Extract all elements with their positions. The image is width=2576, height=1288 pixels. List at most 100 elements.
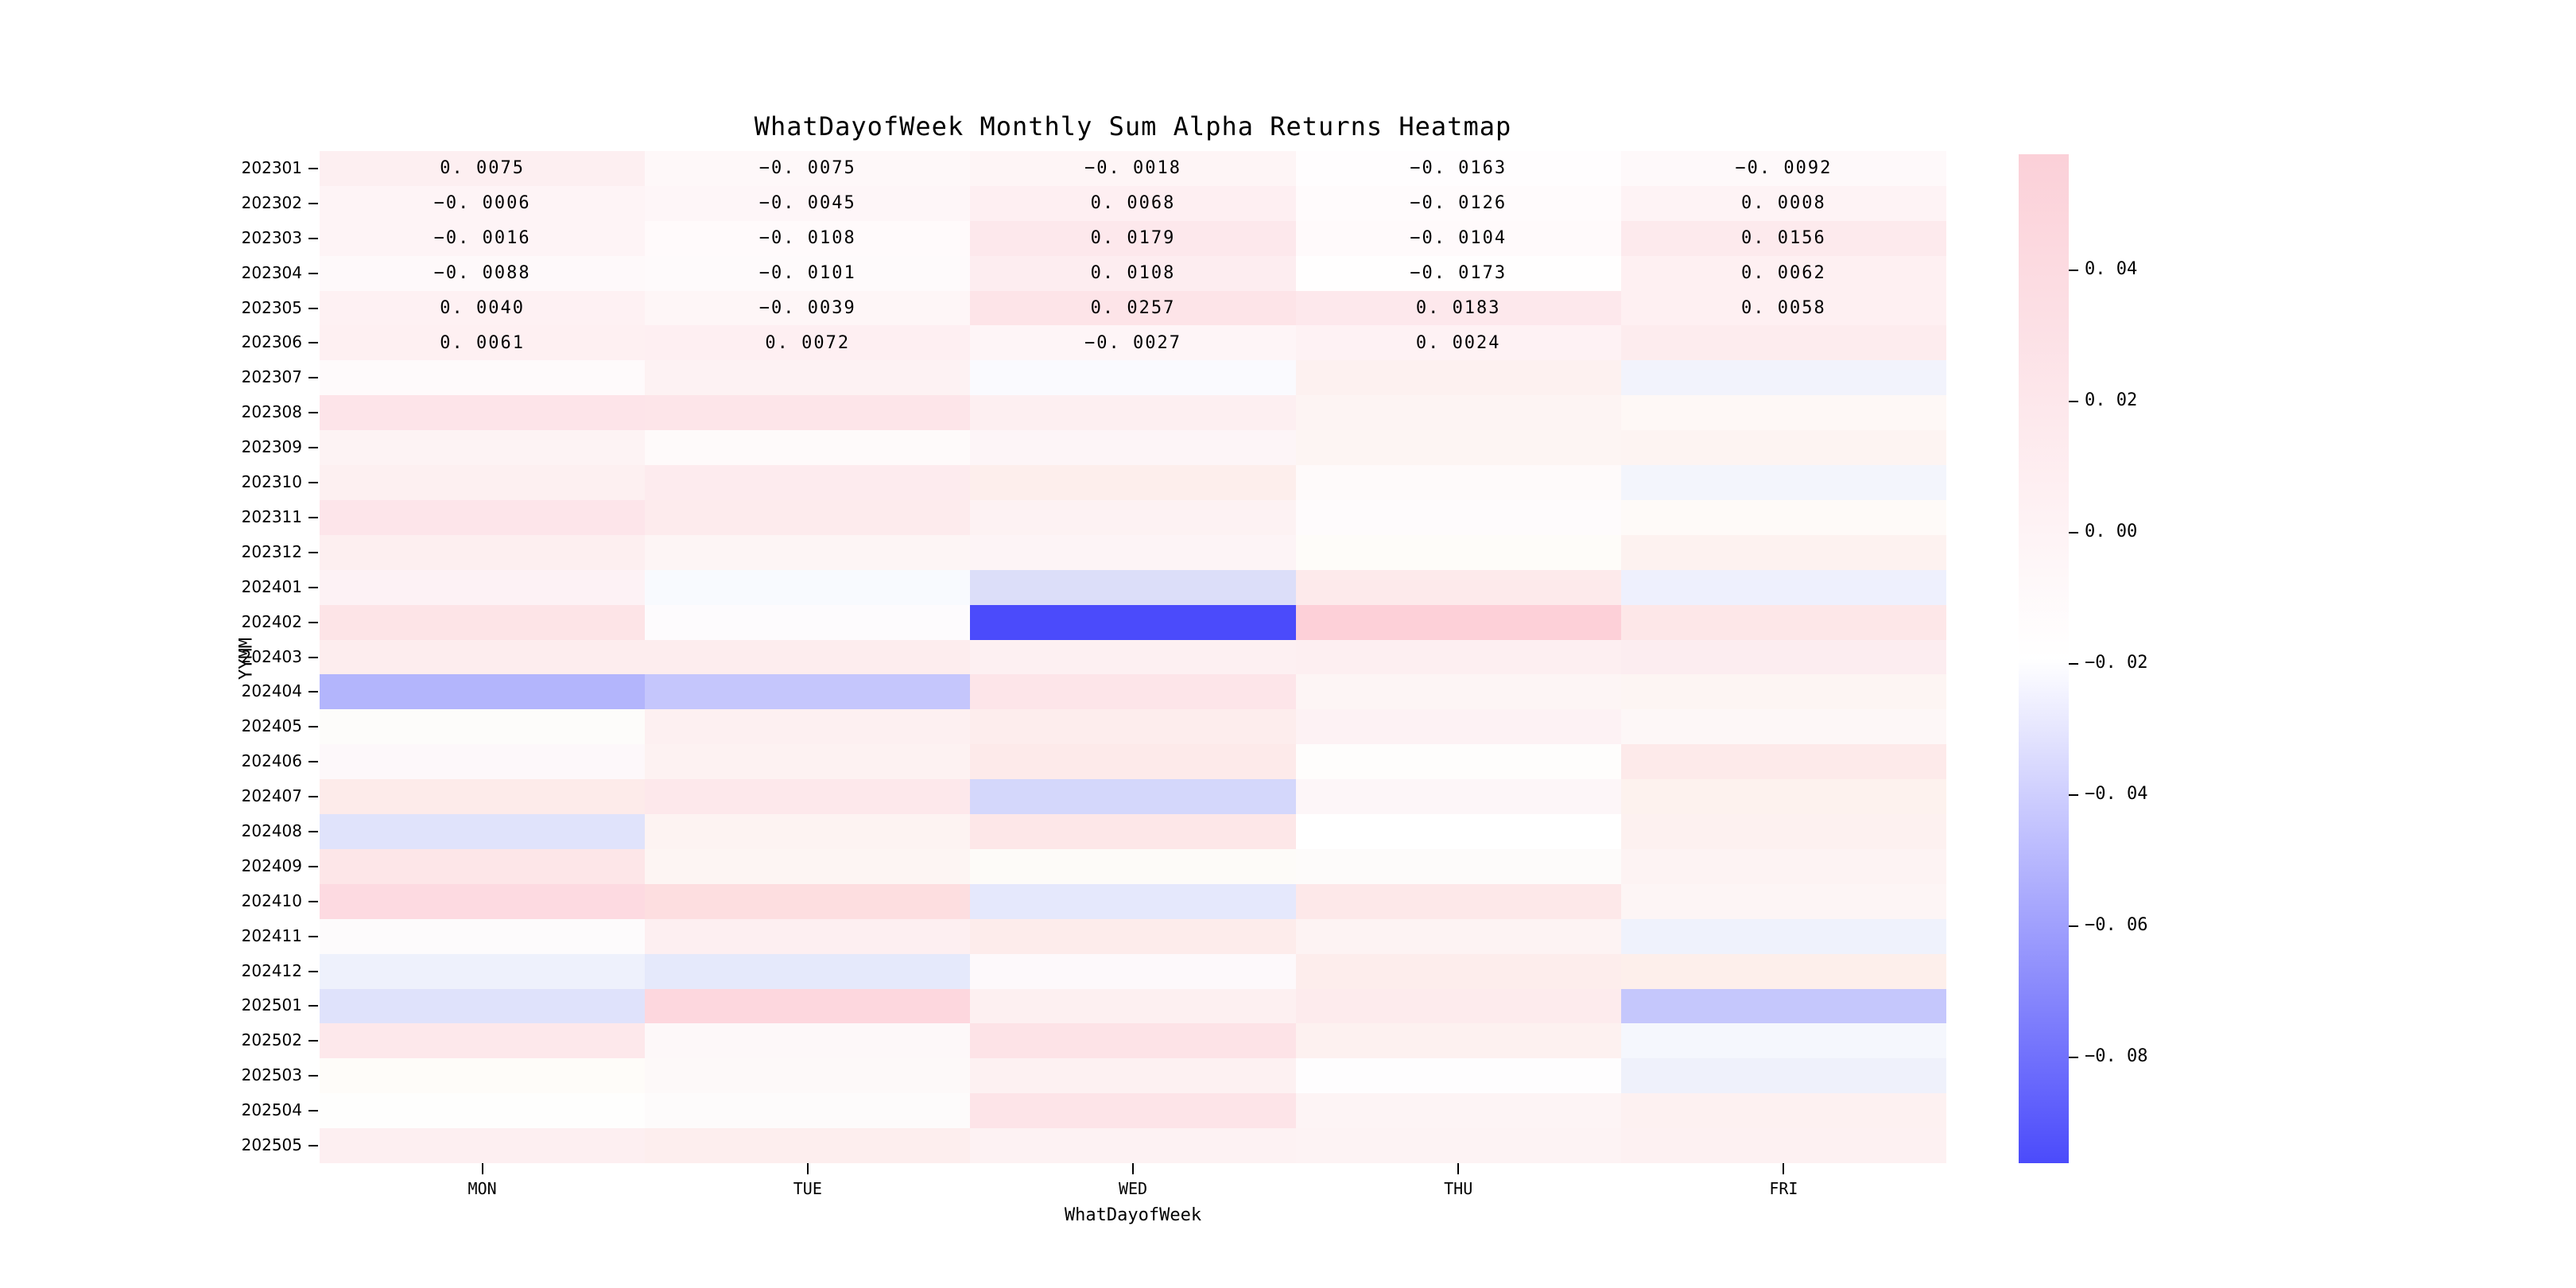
y-tick-label: 202411 xyxy=(241,925,302,945)
y-tick-mark xyxy=(308,621,318,623)
y-tick-mark xyxy=(308,167,318,169)
y-tick-mark xyxy=(308,377,318,379)
heatmap-cell xyxy=(320,1023,646,1059)
y-tick-label: 202306 xyxy=(241,332,302,352)
y-tick-mark xyxy=(308,761,318,763)
y-tick-mark xyxy=(308,412,318,414)
heatmap-cell xyxy=(645,988,971,1024)
heatmap-cell: 0. 0062 xyxy=(1620,255,1946,291)
colorbar-tick-label: −0. 06 xyxy=(2085,914,2148,935)
heatmap-cell xyxy=(1620,569,1946,605)
heatmap-plot: 0. 0075 −0. 0075 −0. 0018 −0. 0163 −0. 0092 −… xyxy=(320,151,1946,1163)
y-tick-mark xyxy=(308,900,318,902)
y-tick-label: 202310 xyxy=(241,472,302,492)
heatmap-cell xyxy=(645,569,971,605)
heatmap-cell xyxy=(1295,848,1621,884)
y-tick-label: 202407 xyxy=(241,786,302,806)
y-tick-mark xyxy=(308,865,318,867)
heatmap-cell: −0. 0018 xyxy=(970,151,1296,186)
heatmap-cell: −0. 0092 xyxy=(1620,151,1946,186)
cell-annotation: 0. 0024 xyxy=(1415,332,1501,353)
heatmap-cell xyxy=(1620,430,1946,466)
heatmap-cell xyxy=(1295,1128,1621,1163)
heatmap-cell xyxy=(320,499,646,535)
heatmap-cell xyxy=(1295,465,1621,500)
y-tick-label: 202501 xyxy=(241,995,302,1015)
x-tick-label: MON xyxy=(467,1179,497,1198)
heatmap-cell xyxy=(645,744,971,780)
cell-annotation: 0. 0062 xyxy=(1741,263,1826,284)
colorbar-tick-label: 0. 00 xyxy=(2085,521,2138,541)
heatmap-cell xyxy=(1620,883,1946,919)
heatmap-cell xyxy=(1295,1023,1621,1059)
cell-annotation: 0. 0040 xyxy=(440,298,525,319)
heatmap-cell xyxy=(320,604,646,640)
heatmap-cell xyxy=(645,499,971,535)
heatmap-cell: −0. 0163 xyxy=(1295,151,1621,186)
colorbar-tick-mark xyxy=(2069,793,2078,796)
heatmap-cell xyxy=(1295,709,1621,745)
heatmap-cell: 0. 0040 xyxy=(320,290,646,326)
y-tick-label: 202502 xyxy=(241,1030,302,1050)
heatmap-cell xyxy=(970,360,1296,396)
y-tick-label: 202405 xyxy=(241,716,302,736)
heatmap-cell xyxy=(1295,569,1621,605)
heatmap-cell xyxy=(645,534,971,570)
cell-annotation: 0. 0058 xyxy=(1741,298,1826,319)
cell-annotation: −0. 0075 xyxy=(758,158,856,179)
heatmap-cell xyxy=(970,883,1296,919)
heatmap-cell xyxy=(645,360,971,396)
heatmap-cell xyxy=(970,1093,1296,1129)
y-tick-mark xyxy=(308,691,318,693)
colorbar-tick-label: −0. 02 xyxy=(2085,652,2148,673)
heatmap-cell xyxy=(970,1023,1296,1059)
cell-annotation: −0. 0126 xyxy=(1410,193,1507,214)
cell-annotation: 0. 0156 xyxy=(1741,228,1826,249)
heatmap-cell xyxy=(970,1128,1296,1163)
y-tick-mark xyxy=(308,830,318,832)
cell-annotation: 0. 0072 xyxy=(765,332,851,353)
heatmap-cell: 0. 0179 xyxy=(970,220,1296,256)
heatmap-cell xyxy=(1295,639,1621,675)
y-tick-label: 202301 xyxy=(241,157,302,177)
cell-annotation: 0. 0183 xyxy=(1415,298,1501,319)
heatmap-cell xyxy=(645,395,971,431)
colorbar-gradient xyxy=(2019,154,2069,1163)
heatmap-cell: −0. 0126 xyxy=(1295,185,1621,221)
heatmap-cell xyxy=(645,953,971,989)
y-tick-mark xyxy=(308,1005,318,1007)
heatmap-cell: −0. 0016 xyxy=(320,220,646,256)
y-tick-label: 202402 xyxy=(241,611,302,631)
heatmap-cell: −0. 0108 xyxy=(645,220,971,256)
heatmap-cell xyxy=(970,744,1296,780)
cell-annotation: 0. 0068 xyxy=(1090,193,1176,214)
cell-annotation: −0. 0018 xyxy=(1084,158,1181,179)
heatmap-cell xyxy=(970,395,1296,431)
heatmap-cell: −0. 0039 xyxy=(645,290,971,326)
heatmap-cell xyxy=(1295,674,1621,710)
heatmap-cell: −0. 0075 xyxy=(645,151,971,186)
heatmap-cell xyxy=(1295,395,1621,431)
heatmap-cell xyxy=(1620,814,1946,849)
heatmap-cell: −0. 0173 xyxy=(1295,255,1621,291)
heatmap-cell: 0. 0075 xyxy=(320,151,646,186)
x-tick-label: THU xyxy=(1444,1179,1473,1198)
colorbar-tick-label: 0. 02 xyxy=(2085,390,2138,410)
heatmap-cell xyxy=(320,1093,646,1129)
y-tick-mark xyxy=(308,1075,318,1077)
heatmap-cell xyxy=(970,814,1296,849)
colorbar-tick-label: 0. 04 xyxy=(2085,258,2138,279)
heatmap-cell xyxy=(320,674,646,710)
heatmap-cell: 0. 0108 xyxy=(970,255,1296,291)
x-tick-label: WED xyxy=(1118,1179,1148,1198)
heatmap-cell xyxy=(970,639,1296,675)
heatmap-cell xyxy=(1295,430,1621,466)
y-tick-label: 202302 xyxy=(241,192,302,212)
heatmap-cell xyxy=(1620,848,1946,884)
y-tick-label: 202403 xyxy=(241,646,302,666)
y-tick-label: 202404 xyxy=(241,681,302,701)
heatmap-cell xyxy=(970,709,1296,745)
x-tick-mark xyxy=(806,1163,809,1174)
heatmap-cell xyxy=(320,883,646,919)
heatmap-cell: −0. 0006 xyxy=(320,185,646,221)
